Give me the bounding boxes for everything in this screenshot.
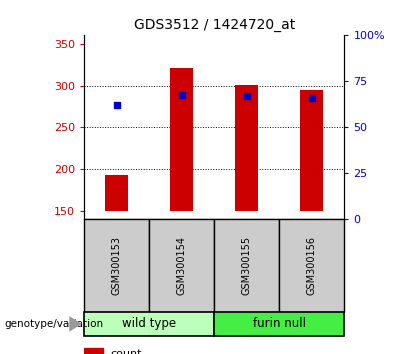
Bar <box>84 219 149 312</box>
Text: GSM300156: GSM300156 <box>307 236 317 295</box>
Bar <box>84 312 214 336</box>
Polygon shape <box>69 316 82 332</box>
Text: wild type: wild type <box>122 318 176 330</box>
Bar <box>105 175 128 211</box>
Text: furin null: furin null <box>253 318 306 330</box>
Bar <box>149 219 214 312</box>
Text: GSM300153: GSM300153 <box>112 236 121 295</box>
Bar <box>84 348 103 354</box>
Bar <box>214 312 344 336</box>
Text: GSM300155: GSM300155 <box>242 236 252 295</box>
Title: GDS3512 / 1424720_at: GDS3512 / 1424720_at <box>134 18 295 32</box>
Text: GSM300154: GSM300154 <box>177 236 186 295</box>
Bar <box>235 85 258 211</box>
Text: count: count <box>110 349 142 354</box>
Bar <box>300 90 323 211</box>
Bar <box>214 219 279 312</box>
Bar <box>170 68 193 211</box>
Text: genotype/variation: genotype/variation <box>4 319 103 329</box>
Bar <box>279 219 344 312</box>
